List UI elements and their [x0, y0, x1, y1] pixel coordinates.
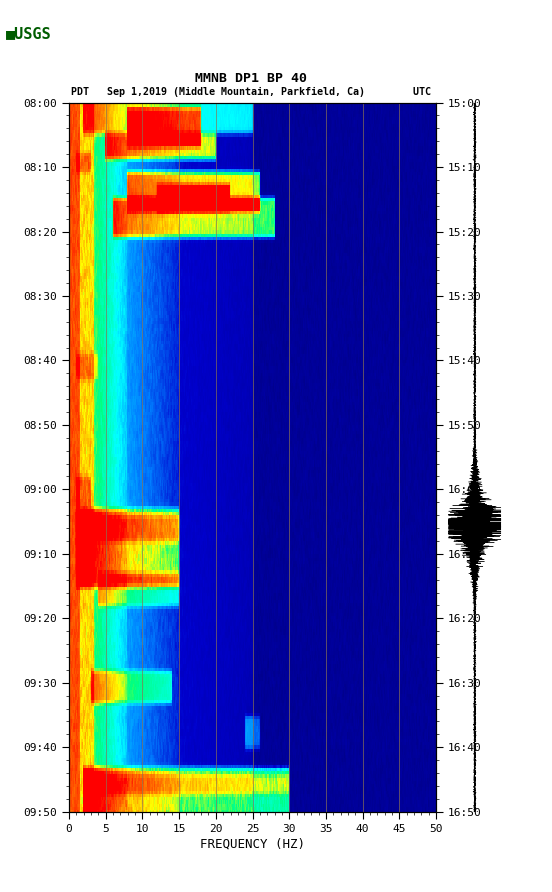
Text: MMNB DP1 BP 40: MMNB DP1 BP 40 [195, 72, 307, 85]
X-axis label: FREQUENCY (HZ): FREQUENCY (HZ) [200, 838, 305, 851]
Text: ■USGS: ■USGS [6, 26, 51, 41]
Text: PDT   Sep 1,2019 (Middle Mountain, Parkfield, Ca)        UTC: PDT Sep 1,2019 (Middle Mountain, Parkfie… [71, 87, 431, 97]
